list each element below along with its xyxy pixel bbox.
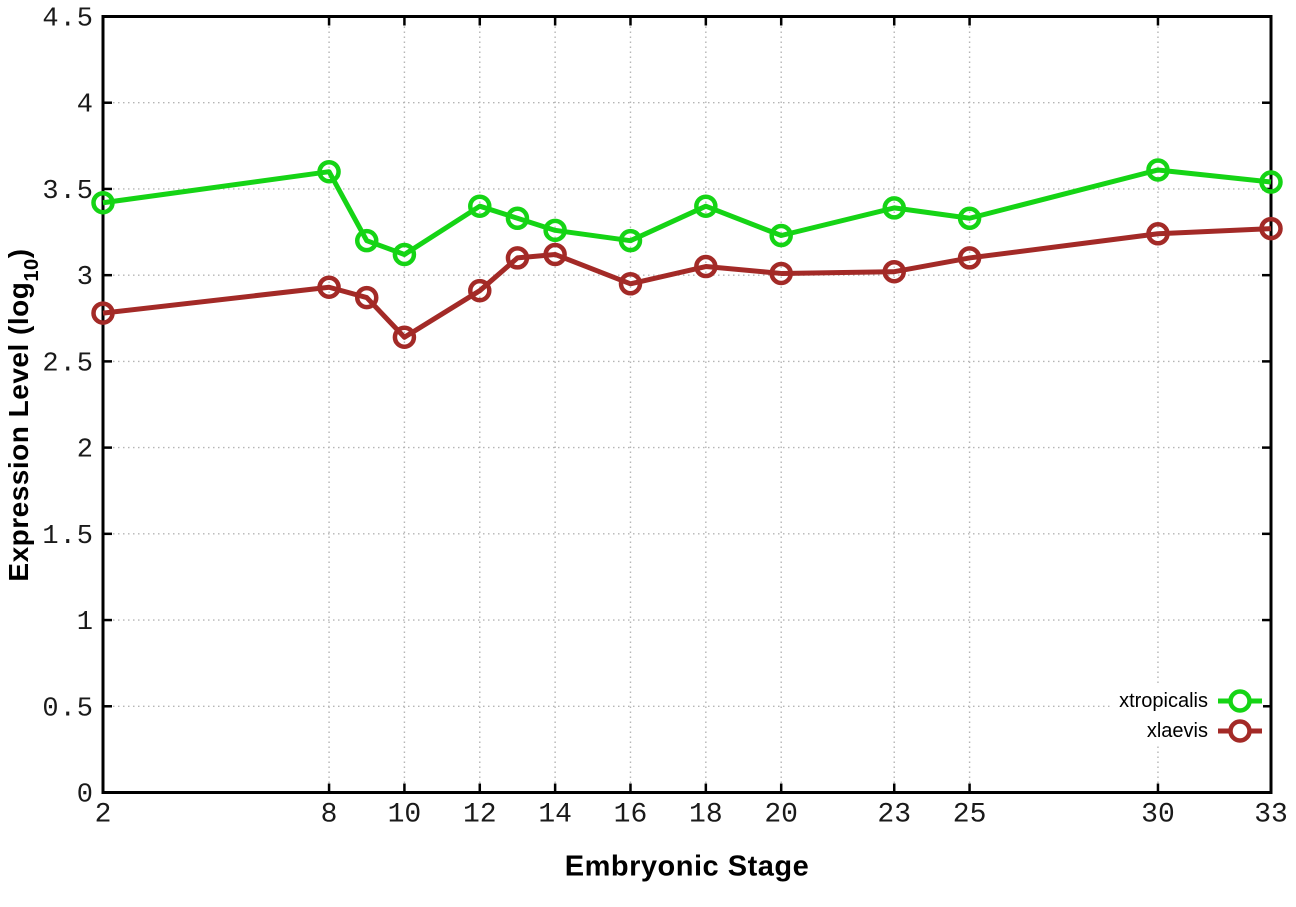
data-point-xlaevis-stage-10: [392, 325, 417, 349]
y-tick-label: 4: [77, 91, 94, 121]
y-tick-label: 1.5: [42, 522, 94, 552]
data-point-xtropicalis-stage-16: [618, 228, 643, 253]
x-tick-label: 20: [764, 800, 798, 831]
series-xlaevis: [91, 216, 1283, 349]
y-tick-label: 3.5: [42, 177, 94, 207]
x-tick-label: 30: [1141, 800, 1175, 831]
data-point-xlaevis-stage-23: [882, 259, 906, 284]
xlaevis-line-marker-icon: [1218, 719, 1262, 743]
data-point-xtropicalis-stage-10: [392, 242, 417, 267]
x-tick-label: 16: [614, 800, 648, 831]
data-point-xtropicalis-stage-9: [354, 228, 379, 253]
y-axis-title: Expression Level (log10): [3, 248, 44, 582]
legend-item-xlaevis: xlaevis: [1147, 716, 1263, 746]
plot-border: [101, 15, 1273, 794]
x-tick-label: 10: [388, 800, 422, 831]
y-tick-label: 1: [77, 608, 94, 638]
x-tick-label: 12: [463, 800, 497, 831]
y-tick-labels: 0 0.5 1 1.5 2 2.5 3 3.5 4 4.5: [42, 5, 94, 811]
legend: xtropicalis xlaevis: [1113, 686, 1263, 746]
y-tick-label: 0.5: [42, 694, 94, 724]
y-tick-label: 3: [77, 263, 94, 293]
x-tick-label: 25: [953, 800, 987, 831]
x-axis-title: Embryonic Stage: [564, 850, 810, 883]
series-line-xlaevis: [102, 226, 1272, 340]
data-point-xtropicalis-stage-12: [468, 194, 492, 218]
series-xtropicalis: [91, 158, 1283, 267]
data-point-xlaevis-stage-20: [769, 261, 793, 286]
data-point-xlaevis-stage-25: [957, 246, 982, 270]
data-point-xlaevis-stage-2: [91, 301, 115, 325]
data-point-xtropicalis-stage-18: [694, 194, 718, 218]
data-point-xtropicalis-stage-30: [1146, 158, 1170, 182]
data-point-xlaevis-stage-9: [354, 285, 379, 310]
data-point-xtropicalis-stage-20: [769, 223, 793, 248]
data-point-xlaevis-stage-12: [468, 278, 492, 303]
data-point-xtropicalis-stage-33: [1259, 170, 1283, 194]
axis-ticks: [101, 15, 1273, 794]
legend-label-xtropicalis: xtropicalis: [1119, 690, 1208, 712]
series-line-xtropicalis: [102, 167, 1272, 257]
x-tick-label: 8: [321, 800, 338, 831]
data-point-xtropicalis-stage-14: [543, 218, 567, 243]
data-point-xtropicalis-stage-2: [91, 190, 115, 215]
y-tick-label: 2.5: [42, 349, 94, 379]
x-tick-label: 14: [538, 800, 572, 831]
data-point-xlaevis-stage-18: [694, 254, 718, 279]
x-tick-label: 33: [1254, 800, 1288, 831]
y-tick-label: 0: [77, 781, 94, 811]
data-point-xlaevis-stage-14: [543, 242, 567, 267]
data-point-xtropicalis-stage-8: [317, 159, 341, 184]
y-tick-label: 2: [77, 436, 94, 466]
y-axis-title-close: ): [3, 248, 35, 259]
legend-label-xlaevis: xlaevis: [1146, 720, 1208, 742]
data-point-xlaevis-stage-30: [1146, 222, 1170, 246]
data-point-xlaevis-stage-13: [505, 246, 530, 270]
data-point-xtropicalis-stage-13: [505, 206, 530, 231]
data-point-xlaevis-stage-8: [317, 275, 341, 299]
gridlines: [103, 16, 1271, 793]
data-point-xtropicalis-stage-25: [957, 206, 982, 231]
y-axis-title-subscript: 10: [21, 258, 44, 282]
x-tick-label: 2: [95, 800, 112, 831]
data-point-xtropicalis-stage-23: [882, 196, 906, 220]
y-tick-label: 4.5: [42, 5, 94, 35]
xtropicalis-line-marker-icon: [1218, 689, 1262, 713]
y-axis-title-text: Expression Level (log: [3, 281, 35, 582]
x-tick-label: 23: [877, 800, 911, 831]
data-point-xlaevis-stage-16: [618, 272, 643, 296]
x-tick-label: 18: [689, 800, 723, 831]
x-tick-labels: 2 8 10 12 14 16 18 20 23 25 30 33: [95, 800, 1288, 831]
data-point-xlaevis-stage-33: [1259, 216, 1283, 241]
legend-item-xtropicalis: xtropicalis: [1119, 686, 1263, 716]
